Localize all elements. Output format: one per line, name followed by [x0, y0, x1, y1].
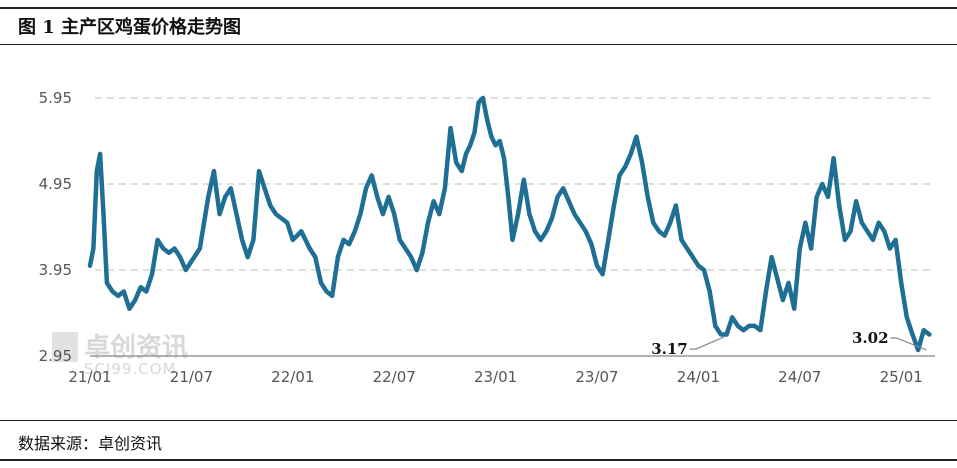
x-tick-label: 24/01 [677, 368, 720, 386]
annotations: 3.17 3.02 [651, 329, 927, 358]
chart-title: 图 1 主产区鸡蛋价格走势图 [18, 17, 242, 38]
x-tick-label: 23/01 [474, 368, 517, 386]
watermark-logo-block [52, 332, 78, 362]
x-tick-label: 21/07 [170, 368, 213, 386]
gridlines [95, 97, 935, 271]
x-tick-label: 22/07 [373, 368, 416, 386]
x-tick-label: 22/01 [271, 368, 314, 386]
x-tick-label: 25/01 [880, 368, 923, 386]
annotation-leader [689, 336, 725, 350]
price-series-line [87, 95, 932, 353]
y-tick-label: 4.95 [39, 175, 72, 193]
x-tick-label: 21/01 [68, 368, 111, 386]
source-divider [0, 420, 957, 421]
source-note: 数据来源：卓创资讯 [18, 434, 163, 453]
watermark: 卓创资讯 SCI99.COM [52, 332, 188, 378]
annotation-label: 3.17 [651, 340, 688, 358]
title-divider [0, 44, 957, 45]
series-lines [87, 95, 932, 353]
axes: 5.95 4.95 3.95 2.95 21/01 21/07 22/01 22/07 23/0… [39, 89, 935, 386]
y-tick-label: 3.95 [39, 261, 72, 279]
top-rule [0, 7, 957, 9]
x-tick-label: 23/07 [575, 368, 618, 386]
x-tick-label: 24/07 [778, 368, 821, 386]
bottom-rule [0, 459, 957, 461]
watermark-url: SCI99.COM [84, 360, 177, 378]
watermark-name: 卓创资讯 [84, 333, 188, 363]
y-tick-label: 2.95 [39, 347, 72, 365]
annotation-leader [890, 337, 927, 351]
annotation-label: 3.02 [852, 329, 889, 347]
y-tick-label: 5.95 [39, 89, 72, 107]
